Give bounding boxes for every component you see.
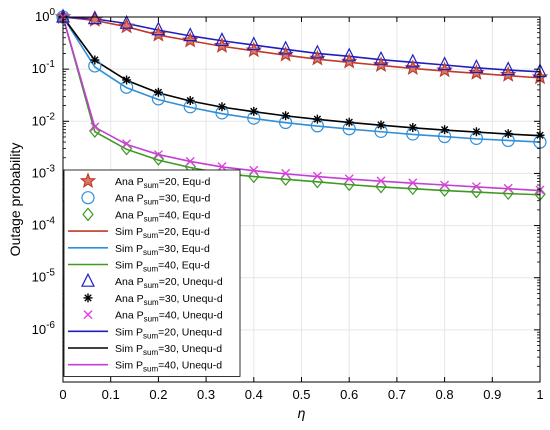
data-point-asterisk <box>440 125 450 135</box>
x-tick-label: 0.4 <box>245 387 263 402</box>
data-point-star <box>86 11 104 27</box>
data-point-triangle <box>342 47 357 62</box>
y-tick-label: 10-6 <box>32 320 56 337</box>
data-point-asterisk <box>122 75 132 85</box>
data-point-triangle <box>119 14 134 29</box>
data-point-triangle <box>215 32 229 47</box>
x-tick-label: 0 <box>59 387 66 402</box>
x-tick-label: 0.9 <box>483 387 501 402</box>
data-point-asterisk <box>471 127 481 137</box>
x-tick-label: 0.2 <box>149 387 167 402</box>
legend-label: Sim Psum=40, Unequ-d <box>115 360 222 374</box>
data-point-x <box>471 182 481 192</box>
legend-label: Ana Psum=40, Unequ-d <box>115 310 223 324</box>
data-point-x <box>281 168 291 178</box>
data-point-asterisk <box>344 117 354 127</box>
legend-box <box>63 169 241 377</box>
legend-marker-diamond <box>82 207 94 222</box>
data-point-x <box>217 162 227 172</box>
legend-label: Ana Psum=30, Equ-d <box>115 193 211 207</box>
data-point-asterisk <box>249 106 259 116</box>
data-point-diamond <box>89 124 101 138</box>
series-line <box>62 16 541 196</box>
series-line <box>62 16 541 192</box>
y-tick-label: 10-4 <box>32 216 56 233</box>
legend-marker-x <box>83 310 93 320</box>
y-tick-label: 10-2 <box>32 111 56 128</box>
data-point-x <box>249 165 259 175</box>
legend-label: Sim Psum=30, Equ-d <box>115 243 210 257</box>
x-tick-label: 1 <box>536 387 543 402</box>
legend-label: Ana Psum=40, Equ-d <box>115 209 211 223</box>
legend-label: Ana Psum=20, Equ-d <box>115 176 211 190</box>
x-tick-label: 0.1 <box>102 387 120 402</box>
data-point-triangle <box>405 53 420 68</box>
x-tick-label: 0.3 <box>197 387 215 402</box>
series-line <box>62 16 541 73</box>
y-tick-label: 10-3 <box>32 163 56 180</box>
data-point-triangle <box>151 21 166 36</box>
series-line <box>62 16 541 137</box>
legend-label: Sim Psum=40, Equ-d <box>115 260 210 274</box>
x-tick-label: 0.7 <box>388 387 406 402</box>
data-point-triangle <box>87 10 102 25</box>
x-axis-label: η <box>298 405 306 421</box>
data-point-x <box>376 176 386 186</box>
data-point-x <box>440 180 450 190</box>
legend-label: Sim Psum=30, Unequ-d <box>115 343 222 357</box>
legend-marker-circle <box>81 191 95 205</box>
y-tick-labels: 100 10-1 10-2 10-3 10-4 10-5 10-6 <box>32 7 56 337</box>
series-layer <box>54 8 549 202</box>
data-point-x <box>153 150 163 160</box>
x-tick-label: 0.5 <box>292 387 310 402</box>
data-point-asterisk <box>281 111 291 121</box>
y-axis-label: Outage probability <box>7 143 23 257</box>
data-point-triangle <box>310 44 325 59</box>
data-point-diamond <box>152 151 165 166</box>
legend-label: Sim Psum=20, Unequ-d <box>115 326 222 340</box>
legend-marker-star <box>79 172 97 189</box>
data-point-asterisk <box>153 87 163 97</box>
data-point-asterisk <box>503 129 513 139</box>
legend-marker-asterisk <box>83 293 93 303</box>
legend: Ana Psum=20, Equ-d Ana Psum=30, Equ-d Ana … <box>63 169 241 377</box>
data-point-x <box>90 122 100 132</box>
y-tick-label: 10-5 <box>32 268 56 285</box>
data-point-asterisk <box>185 96 195 106</box>
data-point-triangle <box>183 27 198 42</box>
data-point-x <box>312 171 322 181</box>
data-point-x <box>408 178 418 188</box>
series-line <box>62 16 541 143</box>
y-tick-label: 100 <box>35 7 55 24</box>
data-point-triangle <box>501 61 516 76</box>
data-point-x <box>503 183 513 193</box>
x-tick-label: 0.8 <box>436 387 454 402</box>
x-tick-label: 0.6 <box>340 387 358 402</box>
data-point-triangle <box>278 40 293 55</box>
x-tick-labels: 0 0.1 0.2 0.3 0.4 0.5 0.6 0.7 0.8 0.9 1 <box>59 387 543 402</box>
data-point-x <box>344 174 354 184</box>
y-tick-label: 10-1 <box>32 59 56 76</box>
data-point-asterisk <box>408 123 418 133</box>
data-point-asterisk <box>217 102 227 112</box>
data-point-triangle <box>469 59 484 74</box>
legend-label: Ana Psum=20, Unequ-d <box>115 276 223 290</box>
data-point-asterisk <box>90 55 100 65</box>
legend-label: Ana Psum=30, Unequ-d <box>115 293 223 307</box>
data-point-asterisk <box>376 120 386 130</box>
series-line <box>62 16 541 79</box>
data-point-triangle <box>374 50 388 65</box>
legend-label: Sim Psum=20, Equ-d <box>115 226 210 240</box>
data-point-x <box>185 156 195 166</box>
data-point-asterisk <box>312 114 322 124</box>
legend-marker-triangle <box>81 272 95 287</box>
data-point-x <box>122 139 132 149</box>
data-point-triangle <box>246 36 261 51</box>
data-point-triangle <box>437 56 452 71</box>
data-point-star <box>118 17 135 34</box>
